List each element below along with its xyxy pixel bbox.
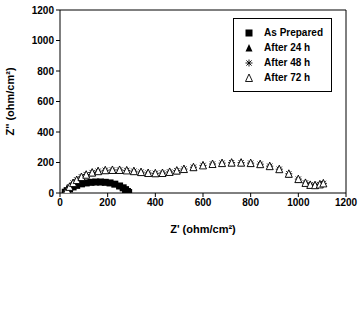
svg-text:Z'' (ohm/cm²): Z'' (ohm/cm²) [8,67,16,136]
html-text:After 24 h: After 24 h [264,42,311,53]
svg-text:1200: 1200 [32,5,55,16]
svg-text:200: 200 [99,197,116,208]
svg-text:1200: 1200 [335,197,352,208]
svg-text:800: 800 [37,66,54,77]
svg-text:200: 200 [37,157,54,168]
svg-text:0: 0 [57,197,63,208]
html-text:After 72 h: After 72 h [264,72,311,83]
html-text:After 48 h: After 48 h [264,57,311,68]
svg-text:Z' (ohm/cm²): Z' (ohm/cm²) [170,223,236,235]
svg-text:0: 0 [48,188,54,199]
svg-text:400: 400 [147,197,164,208]
svg-text:600: 600 [37,96,54,107]
svg-text:1000: 1000 [32,35,55,46]
svg-text:1000: 1000 [287,197,310,208]
svg-text:600: 600 [195,197,212,208]
html-text:As Prepared: As Prepared [264,27,323,38]
svg-text:400: 400 [37,127,54,138]
svg-text:800: 800 [242,197,259,208]
